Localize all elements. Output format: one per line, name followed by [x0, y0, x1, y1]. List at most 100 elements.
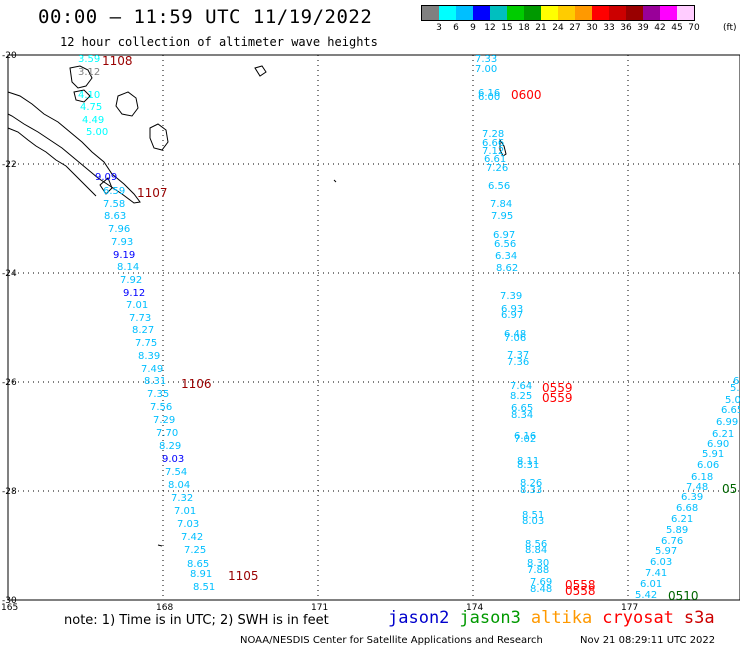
wave-height-value: 6.97	[501, 310, 523, 321]
wave-height-value: 3.12	[78, 67, 100, 78]
wave-height-value: 8.30	[527, 558, 549, 569]
wave-height-value: 5.00	[86, 127, 108, 138]
wave-height-value: 7.02	[514, 434, 536, 445]
wave-height-value: 8.34	[511, 410, 533, 421]
wave-height-value: 6.39	[681, 492, 703, 503]
wave-height-value: 6.90	[707, 439, 729, 450]
legend-swatch	[541, 6, 558, 20]
wave-height-value: 7.12	[482, 146, 504, 157]
wave-height-value: 9.09	[95, 172, 117, 183]
satellite-cryosat: cryosat	[602, 608, 674, 628]
map-frame	[7, 54, 740, 601]
wave-height-value: 6.00	[478, 92, 500, 103]
wave-height-value: 6.01	[640, 579, 662, 590]
lat-label: -20	[2, 51, 17, 61]
pass-time-label: 1107	[137, 186, 168, 200]
legend-tick: 6	[453, 23, 459, 33]
wave-height-value: 6.16	[478, 88, 500, 99]
wave-height-value: 3.59	[78, 54, 100, 65]
pass-time-label: 0600	[511, 88, 542, 102]
wave-height-value: 8.03	[522, 516, 544, 527]
wave-height-value: 6.61	[484, 154, 506, 165]
legend-swatch	[490, 6, 507, 20]
wave-height-value: 6.76	[661, 536, 683, 547]
legend-tick: 45	[671, 23, 683, 33]
wave-height-value: 8.84	[525, 545, 547, 556]
pass-time-label: 0559	[542, 391, 573, 405]
wave-height-value: 6.03	[650, 557, 672, 568]
coastline	[7, 65, 507, 547]
wave-height-value: 7.92	[120, 275, 142, 286]
wave-height-value: 8.48	[530, 584, 552, 595]
wave-height-value: 9.19	[113, 250, 135, 261]
legend-swatch	[439, 6, 456, 20]
wave-height-value: 8.51	[522, 510, 544, 521]
lat-lon-grid	[8, 55, 740, 600]
legend-tick: 3	[436, 23, 442, 33]
pass-time-label: 0558	[565, 578, 596, 592]
wave-height-value: 7.00	[475, 64, 497, 75]
wave-height-value: 7.35	[147, 389, 169, 400]
legend-swatch	[592, 6, 609, 20]
wave-height-value: 7.73	[129, 313, 151, 324]
pass-time-label: 05	[722, 482, 737, 496]
legend-tick: 39	[637, 23, 649, 33]
legend-tick: 33	[603, 23, 615, 33]
wave-height-value: 5.91	[702, 449, 724, 460]
wave-height-value: 6	[733, 376, 739, 387]
wave-height-value: 6.21	[712, 429, 734, 440]
legend-swatch	[677, 6, 694, 20]
wave-height-value: 8.29	[159, 441, 181, 452]
wave-height-value: 7.96	[108, 224, 130, 235]
wave-height-value: 7.88	[527, 565, 549, 576]
wave-height-value: 8.33	[520, 485, 542, 496]
wave-height-value: 7.37	[507, 350, 529, 361]
pass-time-label: 1108	[102, 54, 133, 68]
wave-height-value: 7.36	[507, 357, 529, 368]
legend-tick: 21	[535, 23, 547, 33]
wave-height-value: 7.49	[141, 364, 163, 375]
legend-tick-labels: 3 6 9 12 15 18 21 24 27 30 33 36 39 42 45 70	[421, 23, 700, 35]
map-subtitle: 12 hour collection of altimeter wave hei…	[60, 35, 378, 49]
legend-tick: 15	[501, 23, 513, 33]
wave-height-value: 6.06	[697, 460, 719, 471]
legend-swatch	[558, 6, 575, 20]
pass-time-label: 0558	[565, 584, 596, 598]
wave-height-value: 5.0	[725, 395, 740, 406]
wave-height-value: 8.62	[496, 263, 518, 274]
lon-label: 174	[466, 603, 483, 613]
wave-height-value: 6.16	[514, 431, 536, 442]
legend-tick: 12	[484, 23, 496, 33]
wave-height-value: 4.10	[78, 90, 100, 101]
track-left: 3.59 3.12 4.104.75 4.495.00 9.09 6.59 7.588.63…	[78, 54, 215, 593]
wave-height-value: 7.42	[181, 532, 203, 543]
legend-swatch	[422, 6, 439, 20]
legend-swatch	[473, 6, 490, 20]
wave-height-value: 5.97	[655, 546, 677, 557]
wave-height-value: 9.03	[162, 454, 184, 465]
wave-height-legend: 3 6 9 12 15 18 21 24 27 30 33 36 39 42 45 70 (ft)	[421, 5, 737, 35]
wave-height-value: 8.14	[117, 262, 139, 273]
pass-time-label: 1105	[228, 569, 259, 583]
pass-time-label: 1106	[181, 377, 212, 391]
footer-source: NOAA/NESDIS Center for Satellite Applica…	[240, 635, 543, 646]
wave-height-value: 4.49	[82, 115, 104, 126]
legend-tick: 70	[688, 23, 700, 33]
wave-height-value: 8.65	[187, 559, 209, 570]
map-title: 00:00 – 11:59 UTC 11/19/2022	[38, 6, 373, 28]
wave-height-value: 5.89	[666, 525, 688, 536]
wave-height-value: 8.04	[168, 480, 190, 491]
wave-height-value: 9.12	[123, 288, 145, 299]
wave-height-value: 7.93	[111, 237, 133, 248]
wave-height-value: 6.65	[511, 403, 533, 414]
lon-label: 171	[311, 603, 328, 613]
legend-swatch	[524, 6, 541, 20]
map-note: note: 1) Time is in UTC; 2) SWH is in fe…	[64, 613, 329, 628]
wave-height-value: 6.56	[494, 239, 516, 250]
wave-height-value: 5.42	[635, 590, 657, 601]
wave-height-value: 7.03	[177, 519, 199, 530]
wave-height-value: 7.58	[103, 199, 125, 210]
